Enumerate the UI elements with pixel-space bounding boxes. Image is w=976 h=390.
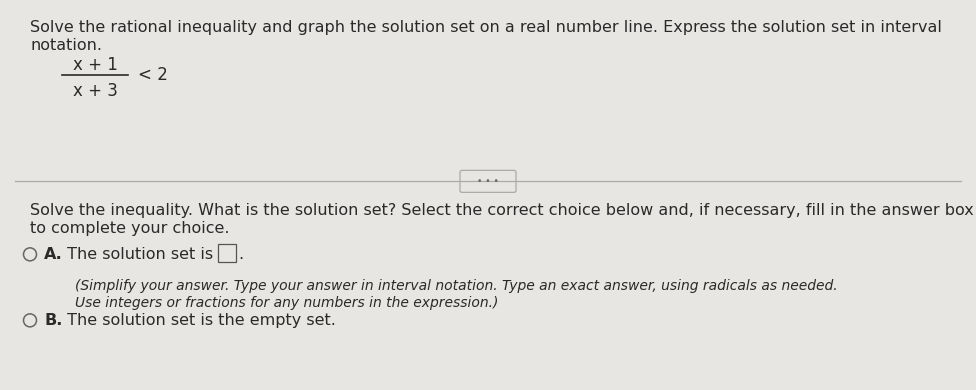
Text: Use integers or fractions for any numbers in the expression.): Use integers or fractions for any number… xyxy=(75,296,499,310)
Text: (Simplify your answer. Type your answer in interval notation. Type an exact answ: (Simplify your answer. Type your answer … xyxy=(75,279,837,293)
Text: • • •: • • • xyxy=(477,177,499,186)
Text: x + 1: x + 1 xyxy=(72,56,117,74)
Text: The solution set is: The solution set is xyxy=(62,247,219,262)
Text: < 2: < 2 xyxy=(138,66,168,84)
Text: The solution set is the empty set.: The solution set is the empty set. xyxy=(62,313,336,328)
Text: notation.: notation. xyxy=(30,38,102,53)
Text: B.: B. xyxy=(44,313,62,328)
Circle shape xyxy=(23,314,36,327)
Text: Solve the rational inequality and graph the solution set on a real number line. : Solve the rational inequality and graph … xyxy=(30,20,942,35)
Text: Solve the inequality. What is the solution set? Select the correct choice below : Solve the inequality. What is the soluti… xyxy=(30,203,974,218)
FancyBboxPatch shape xyxy=(460,170,516,192)
Circle shape xyxy=(23,248,36,261)
Text: .: . xyxy=(238,247,243,262)
Text: to complete your choice.: to complete your choice. xyxy=(30,222,229,236)
Text: A.: A. xyxy=(44,247,62,262)
FancyBboxPatch shape xyxy=(218,245,236,262)
Text: x + 3: x + 3 xyxy=(72,82,117,100)
